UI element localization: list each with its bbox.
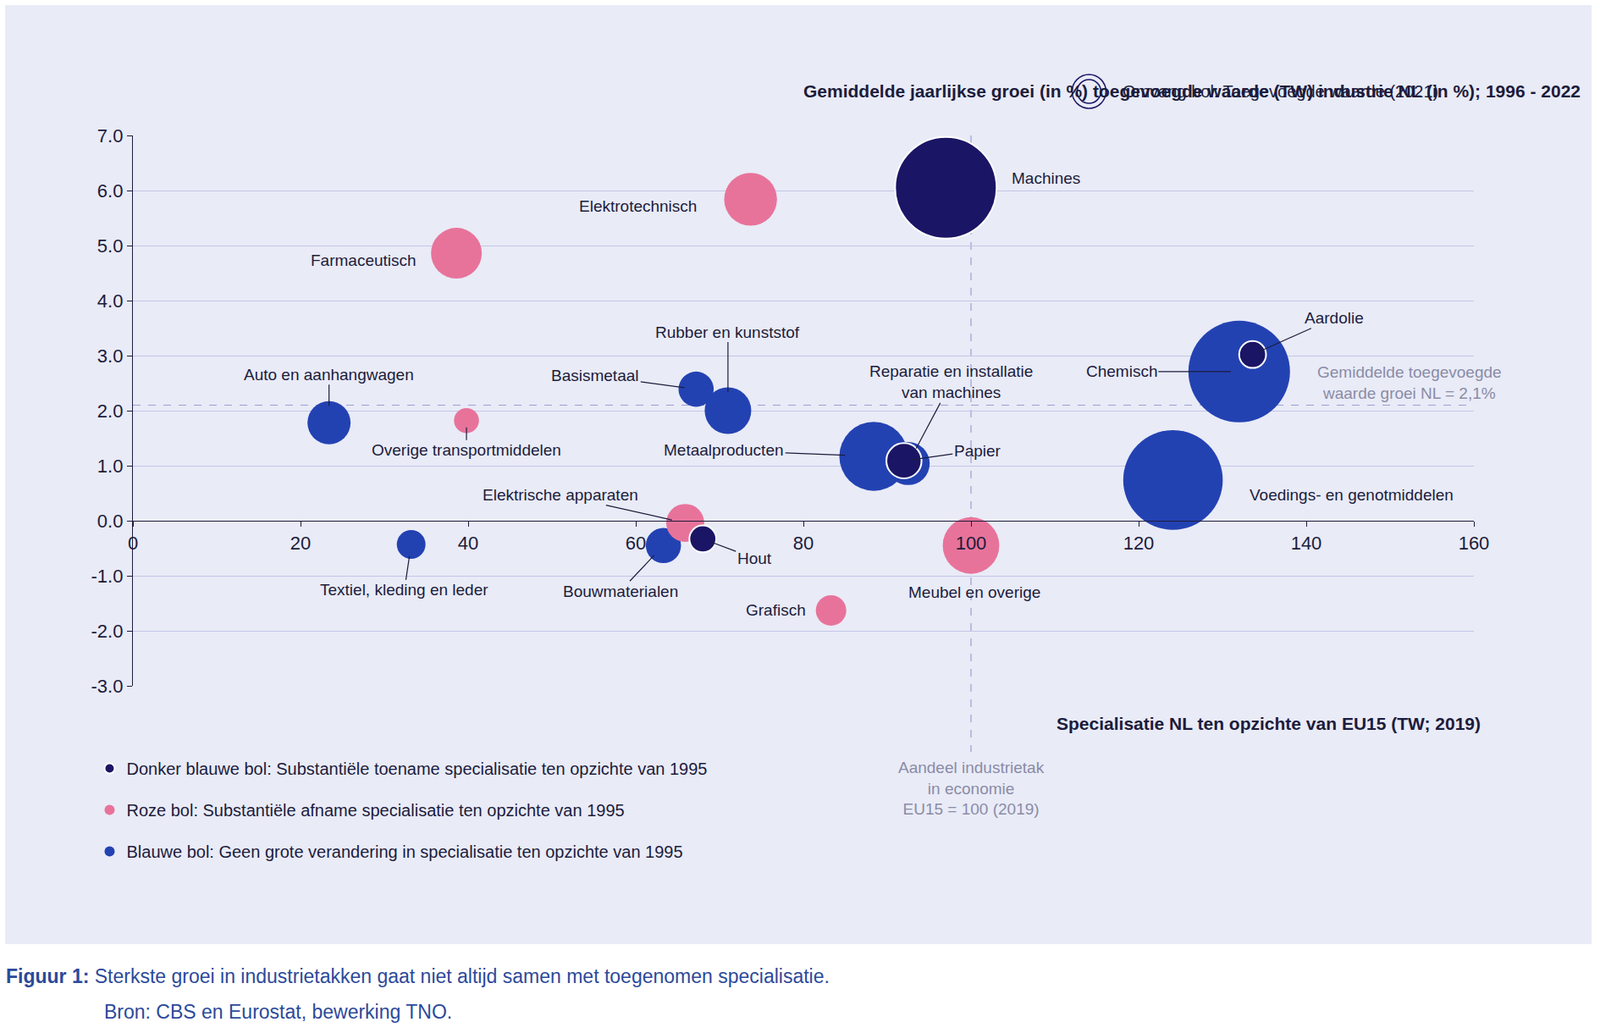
svg-text:-2.0: -2.0 [90,620,123,642]
svg-text:80: 80 [793,532,814,554]
svg-text:Overige transportmiddelen: Overige transportmiddelen [371,441,562,459]
svg-text:Roze bol: Substantiële afname: Roze bol: Substantiële afname specialisa… [126,800,624,820]
svg-text:Basismetaal: Basismetaal [551,366,640,385]
svg-text:-1.0: -1.0 [90,565,123,587]
svg-text:Bouwmaterialen: Bouwmaterialen [562,582,679,601]
svg-text:Donker blauwe bol: Substantiël: Donker blauwe bol: Substantiële toename … [126,759,707,778]
svg-text:Chemisch: Chemisch [1086,362,1158,381]
svg-text:Elektrotechnisch: Elektrotechnisch [579,197,697,216]
svg-text:Metaalproducten: Metaalproducten [663,441,784,459]
svg-text:160: 160 [1458,532,1490,554]
svg-text:Voedings- en genotmiddelen: Voedings- en genotmiddelen [1249,485,1454,504]
svg-text:Textiel, kleding en leder: Textiel, kleding en leder [320,580,489,599]
svg-text:Omvang bol: Toegevoegde waarde: Omvang bol: Toegevoegde waarde (2021) [1122,82,1439,101]
svg-text:4.0: 4.0 [97,290,124,312]
svg-text:3.0: 3.0 [97,345,124,367]
svg-text:-3.0: -3.0 [90,675,123,697]
svg-text:6.0: 6.0 [97,180,124,202]
svg-text:120: 120 [1123,532,1155,554]
svg-text:Gemiddelde jaarlijkse groei (i: Gemiddelde jaarlijkse groei (in %) toege… [803,81,1581,101]
svg-text:Machines: Machines [1011,169,1081,188]
svg-text:60: 60 [625,532,646,554]
svg-text:20: 20 [290,532,311,554]
svg-text:Auto en aanhangwagen: Auto en aanhangwagen [243,365,414,384]
svg-text:Reparatie en installatievan ma: Reparatie en installatievan machines [869,362,1033,402]
svg-text:40: 40 [457,532,479,554]
svg-text:Aardolie: Aardolie [1304,308,1364,327]
svg-text:0.0: 0.0 [97,510,124,532]
svg-text:Blauwe bol: Geen grote verande: Blauwe bol: Geen grote verandering in sp… [126,842,683,861]
svg-text:Specialisatie NL ten opzichte: Specialisatie NL ten opzichte van EU15 (… [1056,713,1481,734]
svg-text:7.0: 7.0 [97,125,124,147]
svg-text:Hout: Hout [737,549,773,568]
svg-text:2.0: 2.0 [97,400,124,422]
svg-text:Gemiddelde toegevoegdewaarde g: Gemiddelde toegevoegdewaarde groei NL = … [1317,363,1502,403]
svg-text:Aandeel industrietakin economi: Aandeel industrietakin economieEU15 = 10… [898,758,1045,818]
svg-text:100: 100 [955,532,988,554]
svg-text:Grafisch: Grafisch [745,601,806,619]
svg-text:Papier: Papier [954,441,1002,460]
html-text:Bron: CBS en Eurostat, bewerki: Bron: CBS en Eurostat, bewerking TNO. [104,1000,453,1023]
svg-text:Meubel en overige: Meubel en overige [908,583,1041,602]
svg-text:5.0: 5.0 [97,235,124,257]
svg-text:140: 140 [1291,532,1323,554]
svg-text:Rubber en kunststof: Rubber en kunststof [655,323,800,342]
html-text:Figuur 1: Sterkste groei in in: Figuur 1: Sterkste groei in industrietak… [5,965,830,988]
svg-text:0: 0 [127,532,138,554]
svg-text:1.0: 1.0 [97,455,124,477]
svg-text:Elektrische apparaten: Elektrische apparaten [482,485,639,504]
svg-text:Farmaceutisch: Farmaceutisch [310,251,417,270]
